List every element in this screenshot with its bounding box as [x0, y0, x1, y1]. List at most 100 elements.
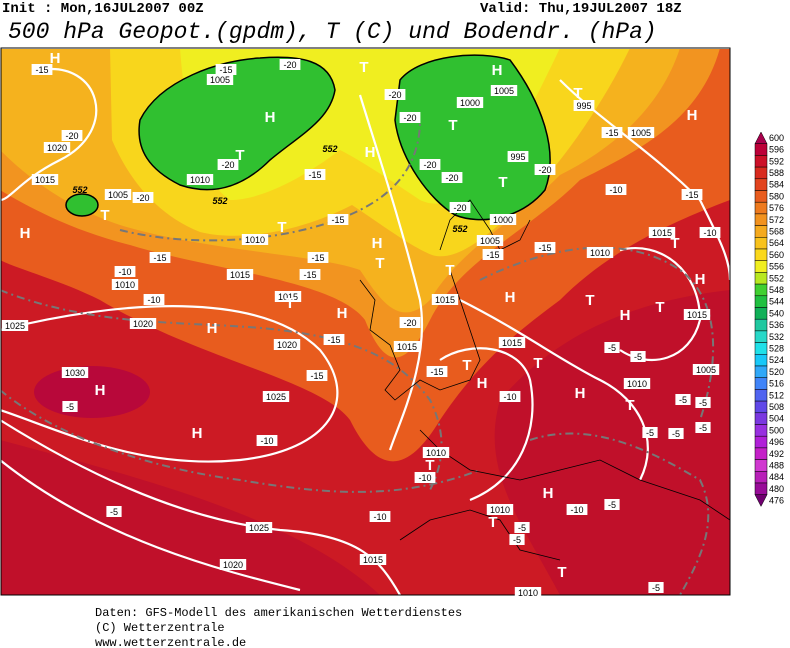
temperature-label-box: [605, 184, 627, 195]
isobar-label: 1005: [494, 86, 514, 96]
temperature-label: -5: [110, 507, 118, 517]
isobar-label-box: [206, 74, 234, 85]
temperature-label: -15: [153, 253, 166, 263]
pressure-center: T: [533, 355, 542, 372]
pressure-center: H: [50, 50, 61, 67]
legend-label: 540: [769, 308, 784, 318]
isobar-label: 1005: [108, 190, 128, 200]
legend-swatch: [754, 178, 768, 191]
isobar-label-box: [129, 318, 157, 329]
temperature-label: -15: [311, 253, 324, 263]
legend-label: 568: [769, 226, 784, 236]
legend-label: 520: [769, 367, 784, 377]
temperature-label-box: [279, 59, 301, 70]
temperature-label-box: [419, 159, 441, 170]
isobar-label-box: [273, 339, 301, 350]
legend-swatch: [754, 389, 768, 402]
legend-label: 564: [769, 238, 784, 248]
temperature-label: -5: [646, 428, 654, 438]
isobar-label-box: [498, 337, 526, 348]
isobar-label-box: [490, 85, 518, 96]
temperature-label: -10: [503, 392, 516, 402]
pressure-center: H: [95, 382, 106, 399]
isobar-label-box: [456, 97, 484, 108]
temperature-label: -20: [403, 318, 416, 328]
legend-swatch: [754, 272, 768, 285]
legend-label: 592: [769, 156, 784, 166]
pressure-center: T: [375, 255, 384, 272]
temperature-label: -10: [703, 228, 716, 238]
pressure-center: H: [192, 425, 203, 442]
legend-swatch: [754, 213, 768, 226]
pressure-center: T: [359, 59, 368, 76]
isobar-label: 995: [576, 101, 591, 111]
isobar-label-box: [245, 522, 273, 533]
temperature-label: -10: [260, 436, 273, 446]
legend-swatch: [754, 190, 768, 203]
isobar-label: 1020: [277, 340, 297, 350]
temperature-label: -15: [219, 65, 232, 75]
isobar-label-box: [104, 189, 132, 200]
legend-swatch: [754, 318, 768, 332]
temperature-label: -10: [609, 185, 622, 195]
isobar-label-box: [514, 587, 542, 598]
legend-swatch: [754, 447, 768, 460]
temperature-label: -5: [699, 398, 707, 408]
isobar-label-box: [61, 367, 89, 378]
temperature-label-box: [143, 294, 165, 305]
legend-label: 484: [769, 472, 784, 482]
temperature-label: -15: [605, 128, 618, 138]
contour-label: 552: [322, 144, 337, 154]
legend-swatch: [754, 166, 768, 180]
legend-swatch: [754, 354, 768, 367]
temperature-label-box: [306, 370, 328, 381]
legend-swatch: [754, 377, 768, 390]
pressure-center: H: [207, 320, 218, 337]
isobar-label: 1025: [5, 321, 25, 331]
temperature-label-box: [630, 351, 646, 362]
legend-swatch: [754, 494, 768, 507]
legend-swatch: [754, 131, 768, 144]
legend-swatch: [754, 471, 768, 484]
isobar-label-box: [219, 559, 247, 570]
legend-label: 532: [769, 332, 784, 342]
isobar-label-box: [507, 151, 529, 162]
isobar-label-box: [586, 247, 614, 258]
temperature-label: -15: [430, 367, 443, 377]
isobar-label-box: [486, 504, 514, 515]
pressure-center: H: [337, 305, 348, 322]
valid-time: Valid: Thu,19JUL2007 18Z: [480, 1, 682, 17]
legend-label: 588: [769, 168, 784, 178]
temperature-label: -15: [331, 215, 344, 225]
temperature-label-box: [699, 227, 721, 238]
pressure-center: H: [505, 289, 516, 306]
temperature-label: -20: [283, 60, 296, 70]
pressure-center: T: [573, 85, 582, 102]
pressure-center: T: [585, 292, 594, 309]
legend-label: 480: [769, 484, 784, 494]
isobar-label: 1010: [627, 379, 647, 389]
temperature-label: -15: [327, 335, 340, 345]
isobar-label-box: [393, 341, 421, 352]
isobar-label: 1010: [115, 280, 135, 290]
isobar-label-box: [623, 378, 651, 389]
isobar-label: 1010: [426, 448, 446, 458]
temperature-label-box: [482, 249, 504, 260]
isobar-label-box: [422, 447, 450, 458]
temperature-label-box: [604, 499, 620, 510]
isobar-label-box: [262, 391, 290, 402]
pressure-center: T: [488, 514, 497, 531]
temperature-label-box: [695, 397, 711, 408]
legend-label: 552: [769, 273, 784, 283]
legend-swatch: [754, 400, 768, 414]
temperature-label: -15: [308, 170, 321, 180]
legend-label: 596: [769, 145, 784, 155]
pressure-center: H: [372, 235, 383, 252]
temperature-label-box: [384, 89, 406, 100]
pressure-center: H: [477, 375, 488, 392]
legend-label: 600: [769, 133, 784, 143]
temperature-label: -5: [608, 343, 616, 353]
isobar-label: 1000: [493, 215, 513, 225]
pressure-center: H: [20, 225, 31, 242]
footer-line: www.wetterzentrale.de: [95, 636, 246, 648]
